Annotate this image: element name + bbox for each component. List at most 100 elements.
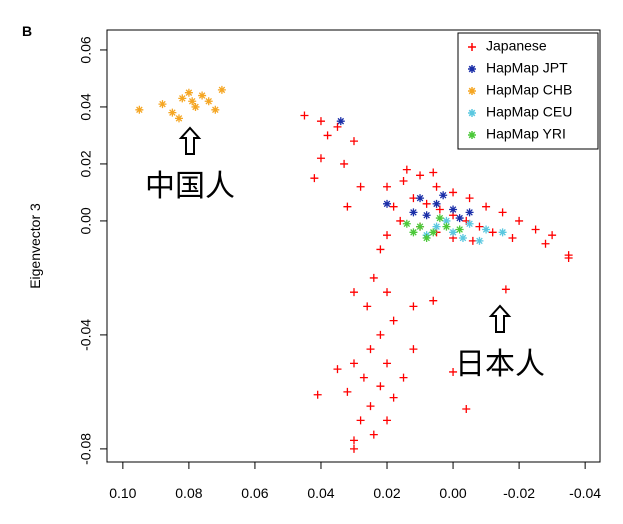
point (135, 105, 144, 114)
point (300, 111, 309, 120)
point (402, 165, 411, 174)
point (389, 316, 398, 325)
point (508, 234, 517, 243)
point (349, 359, 358, 368)
legend-marker (468, 65, 476, 73)
point (462, 404, 471, 413)
point (356, 182, 365, 191)
point (455, 214, 464, 223)
point (158, 100, 167, 109)
point (396, 216, 405, 225)
point (409, 228, 418, 237)
point (498, 228, 507, 237)
point (422, 211, 431, 220)
point (501, 285, 510, 294)
point (442, 222, 451, 231)
point (349, 288, 358, 297)
point (356, 416, 365, 425)
point (349, 137, 358, 146)
point (442, 216, 451, 225)
point (482, 225, 491, 234)
point (343, 202, 352, 211)
plot-frame (106, 29, 601, 463)
point (422, 234, 431, 243)
point (340, 159, 349, 168)
point (399, 373, 408, 382)
panel-label: B (22, 23, 32, 39)
point (488, 228, 497, 237)
point (363, 302, 372, 311)
annotation: 日本人 (455, 348, 545, 381)
point (455, 225, 464, 234)
point (416, 171, 425, 180)
point (409, 208, 418, 217)
x-tick-label: 0.00 (439, 485, 466, 501)
point (310, 174, 319, 183)
point (402, 219, 411, 228)
point (376, 330, 385, 339)
point (376, 382, 385, 391)
legend-label: HapMap JPT (486, 60, 568, 76)
legend-marker (468, 131, 476, 139)
point (336, 117, 345, 126)
point (409, 302, 418, 311)
point (217, 85, 226, 94)
point (429, 296, 438, 305)
legend-label: HapMap CHB (486, 82, 572, 98)
y-tick-label: 0.02 (78, 150, 94, 177)
y-tick-label: -0.08 (78, 433, 94, 465)
point (211, 105, 220, 114)
point (333, 122, 342, 131)
point (349, 444, 358, 453)
point (343, 387, 352, 396)
point (399, 177, 408, 186)
point (432, 182, 441, 191)
point (383, 182, 392, 191)
x-tick-label: -0.04 (569, 485, 601, 501)
x-tick-label: 0.02 (373, 485, 400, 501)
point (465, 194, 474, 203)
point (313, 390, 322, 399)
point (383, 359, 392, 368)
point (435, 205, 444, 214)
point (198, 91, 207, 100)
point (383, 416, 392, 425)
point (191, 102, 200, 111)
point (465, 219, 474, 228)
point (449, 205, 458, 214)
legend-marker (468, 109, 476, 117)
point (435, 214, 444, 223)
point (369, 430, 378, 439)
point (541, 239, 550, 248)
y-tick-label: 0.00 (78, 207, 94, 234)
point (184, 88, 193, 97)
point (449, 188, 458, 197)
legend-label: HapMap CEU (486, 104, 572, 120)
point (458, 234, 467, 243)
x-tick-label: 0.10 (109, 485, 136, 501)
point (174, 114, 183, 123)
y-tick-label: -0.04 (78, 319, 94, 351)
point (449, 367, 458, 376)
point (178, 94, 187, 103)
point (416, 222, 425, 231)
point (429, 228, 438, 237)
point (188, 97, 197, 106)
point (515, 216, 524, 225)
legend-label: Japanese (486, 38, 547, 54)
legend-box (457, 32, 599, 150)
point (449, 228, 458, 237)
point (383, 231, 392, 240)
point (168, 108, 177, 117)
legend-marker (468, 87, 476, 95)
point (432, 199, 441, 208)
point (475, 236, 484, 245)
x-tick-label: 0.08 (175, 485, 202, 501)
legend-marker (468, 43, 476, 51)
point (564, 253, 573, 262)
point (465, 208, 474, 217)
point (204, 97, 213, 106)
point (366, 402, 375, 411)
